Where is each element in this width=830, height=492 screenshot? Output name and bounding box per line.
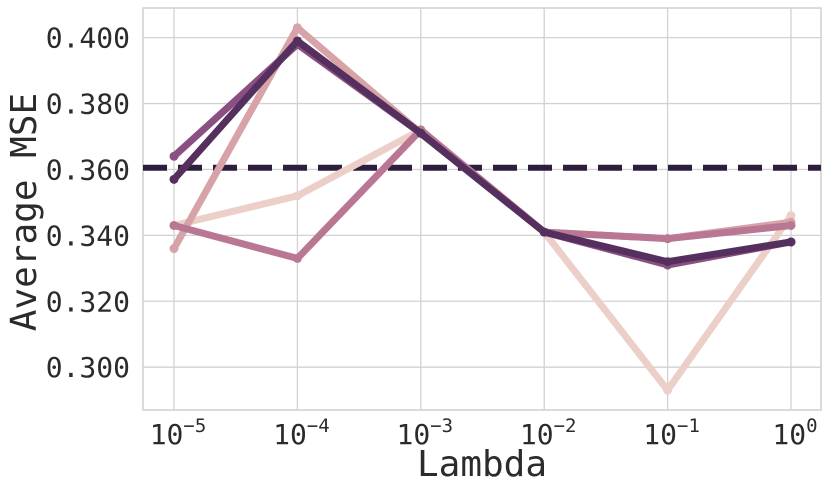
y-axis-ticks: 0.300 0.320 0.340 0.360 0.380 0.400 — [46, 22, 130, 385]
series-series-3 — [169, 125, 796, 263]
data-point — [292, 23, 302, 33]
x-axis-ticks: 10−5 10−4 10−3 10−2 10−1 100 — [150, 415, 818, 451]
data-point — [416, 128, 426, 138]
series-line — [170, 126, 795, 262]
series-line — [170, 37, 795, 266]
series-series-5 — [169, 36, 796, 267]
data-point — [292, 253, 302, 263]
y-tick-label: 0.360 — [46, 153, 130, 186]
y-tick-label: 0.340 — [46, 219, 130, 252]
x-tick-label: 10−2 — [520, 415, 577, 451]
data-point — [663, 257, 673, 267]
data-point — [169, 220, 179, 230]
y-tick-label: 0.300 — [46, 351, 130, 384]
data-point — [663, 234, 673, 244]
x-tick-label: 100 — [772, 415, 817, 451]
data-point — [292, 191, 302, 201]
data-point — [663, 385, 673, 395]
data-point — [292, 36, 302, 46]
y-tick-label: 0.400 — [46, 22, 130, 55]
data-point — [539, 227, 549, 237]
y-axis-label: Average MSE — [4, 93, 45, 331]
plot-area — [142, 7, 822, 411]
x-tick-label: 10−5 — [150, 415, 207, 451]
x-tick-label: 10−4 — [273, 415, 330, 451]
data-point — [169, 174, 179, 184]
x-tick-label: 10−1 — [643, 415, 700, 451]
data-point — [786, 211, 796, 221]
series-series-2 — [169, 23, 796, 254]
data-point — [169, 151, 179, 161]
series-line — [170, 24, 795, 253]
data-point — [786, 220, 796, 230]
x-tick-label: 10−3 — [396, 415, 453, 451]
x-axis-label: Lambda — [417, 444, 547, 485]
y-tick-label: 0.380 — [46, 88, 130, 121]
data-point — [786, 237, 796, 247]
series-layer — [169, 23, 796, 395]
data-point — [169, 244, 179, 254]
y-tick-label: 0.320 — [46, 285, 130, 318]
